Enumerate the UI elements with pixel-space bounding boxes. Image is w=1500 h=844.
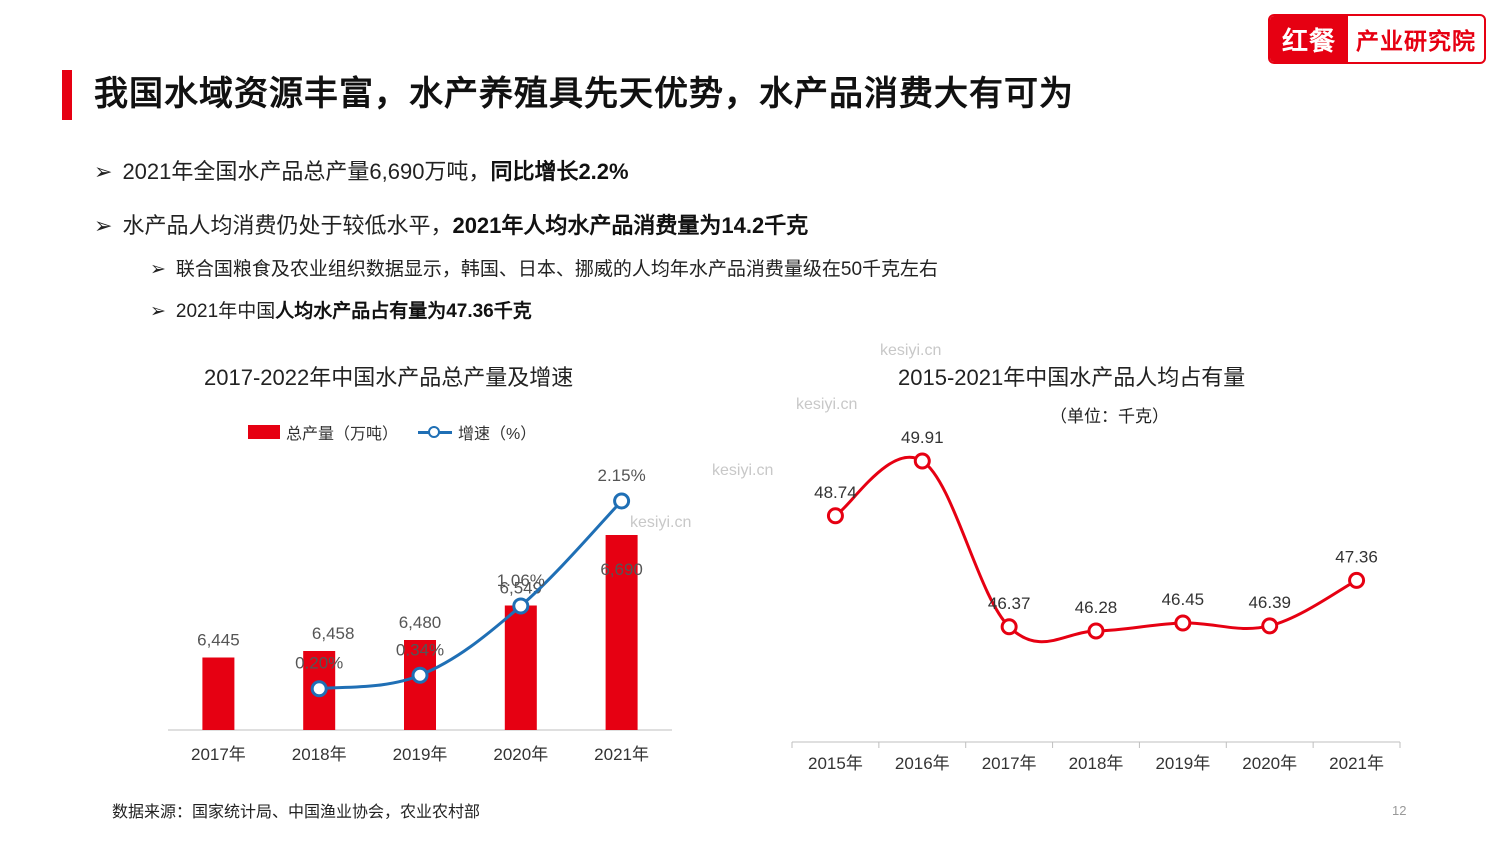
bullet-text: 2021年中国	[175, 301, 276, 322]
sub-bullet-fao: ➢ 联合国粮食及农业组织数据显示，韩国、日本、挪威的人均年水产品消费量级在50千克…	[150, 254, 938, 281]
chart2-value-label: 46.37	[988, 594, 1031, 613]
chart2-x-tick-label: 2018年	[1069, 754, 1124, 773]
chart2-point	[1174, 614, 1192, 632]
chart2-value-label: 46.45	[1162, 590, 1205, 609]
chart2-value-label: 49.91	[901, 428, 944, 447]
logo-left-text: 红餐	[1270, 16, 1348, 62]
chart1-bar-value-label: 6,549	[500, 579, 543, 598]
chart1-x-tick-label: 2017年	[191, 745, 246, 764]
sub-bullet-per-capita-holding: ➢ 2021年中国人均水产品占有量为47.36千克	[150, 296, 532, 323]
chart2-point	[1087, 622, 1105, 640]
chart1-growth-line	[319, 499, 623, 691]
watermark: kesiyi.cn	[630, 514, 692, 531]
watermark: kesiyi.cn	[712, 462, 774, 479]
page-number: 12	[1392, 803, 1407, 818]
chart2-point	[1348, 571, 1366, 589]
bullet-total-output: ➢ 2021年全国水产品总产量6,690万吨，同比增长2.2%	[94, 154, 629, 186]
chart1-x-tick-label: 2020年	[493, 745, 548, 764]
arrow-bullet-icon: ➢	[150, 301, 166, 322]
bullet-text: 水产品人均消费仍处于较低水平，	[122, 213, 453, 238]
legend-bar-swatch	[248, 425, 280, 439]
bullet-highlight: 同比增长2.2%	[490, 159, 629, 184]
chart1-growth-value-label: 0.34%	[396, 640, 444, 659]
chart1-growth-point	[613, 492, 631, 510]
chart1-bar-value-label: 6,458	[312, 624, 355, 643]
chart1-bar-value-label: 6,480	[399, 613, 442, 632]
chart2-point	[913, 452, 931, 470]
legend-label-growth: 增速（%）	[458, 426, 537, 443]
chart2-x-tick-label: 2019年	[1155, 754, 1210, 773]
title-accent-bar	[62, 70, 72, 120]
arrow-bullet-icon: ➢	[94, 213, 113, 238]
chart1-bar	[504, 605, 537, 730]
watermark: kesiyi.cn	[796, 396, 858, 413]
chart2-unit-subtitle: （单位：千克）	[1050, 407, 1169, 426]
chart1-growth-point	[512, 597, 530, 615]
chart2-title: 2015-2021年中国水产品人均占有量	[898, 365, 1246, 390]
chart2-x-tick-label: 2016年	[895, 754, 950, 773]
chart2-point	[1261, 617, 1279, 635]
chart1-growth-value-label: 0.20%	[295, 654, 343, 673]
bullet-text: 联合国粮食及农业组织数据显示，韩国、日本、挪威的人均年水产品消费量级在50千克左…	[175, 259, 939, 280]
chart1-growth-point	[310, 680, 328, 698]
chart1-x-tick-label: 2019年	[393, 745, 448, 764]
bullet-highlight: 2021年人均水产品消费量为14.2千克	[452, 213, 809, 238]
chart2-x-tick-label: 2017年	[982, 754, 1037, 773]
chart1-bar-value-label: 6,445	[197, 631, 240, 650]
chart1-x-tick-label: 2021年	[594, 745, 649, 764]
chart2-value-label: 46.28	[1075, 598, 1118, 617]
chart2-x-tick-label: 2021年	[1329, 754, 1384, 773]
chart1-bar-value-label: 6,690	[600, 560, 643, 579]
data-source-note: 数据来源：国家统计局、中国渔业协会，农业农村部	[112, 804, 481, 821]
legend-label-output: 总产量（万吨）	[286, 426, 399, 443]
brand-logo: 红餐 产业研究院	[1268, 14, 1486, 64]
chart1-bar	[202, 657, 235, 730]
chart1-title: 2017-2022年中国水产品总产量及增速	[204, 365, 574, 390]
chart1-growth-point	[411, 666, 429, 684]
page-title: 我国水域资源丰富，水产养殖具先天优势，水产品消费大有可为	[94, 75, 1074, 113]
chart2-x-tick-label: 2015年	[808, 754, 863, 773]
bullet-text: 2021年全国水产品总产量6,690万吨，	[122, 159, 491, 184]
chart1-bar	[404, 640, 436, 730]
chart1-growth-value-label: 1.06%	[497, 571, 545, 590]
chart2-point	[1000, 618, 1018, 636]
chart1-x-tick-label: 2018年	[292, 745, 347, 764]
chart2-point	[826, 507, 844, 525]
watermark: kesiyi.cn	[880, 342, 942, 359]
chart1-growth-value-label: 2.15%	[597, 466, 645, 485]
arrow-bullet-icon: ➢	[94, 159, 113, 184]
chart2-value-label: 47.36	[1335, 547, 1378, 566]
chart2-value-label: 46.39	[1248, 593, 1291, 612]
chart1-legend: 总产量（万吨） 增速（%）	[248, 420, 536, 444]
bullet-per-capita-consumption: ➢ 水产品人均消费仍处于较低水平，2021年人均水产品消费量为14.2千克	[94, 208, 808, 240]
chart2-value-label: 48.74	[814, 483, 857, 502]
bullet-highlight: 人均水产品占有量为47.36千克	[275, 301, 532, 322]
chart2-x-tick-label: 2020年	[1242, 754, 1297, 773]
legend-line-swatch	[418, 425, 453, 439]
chart1-bar	[605, 535, 638, 730]
arrow-bullet-icon: ➢	[150, 259, 166, 280]
logo-right-text: 产业研究院	[1356, 28, 1476, 54]
